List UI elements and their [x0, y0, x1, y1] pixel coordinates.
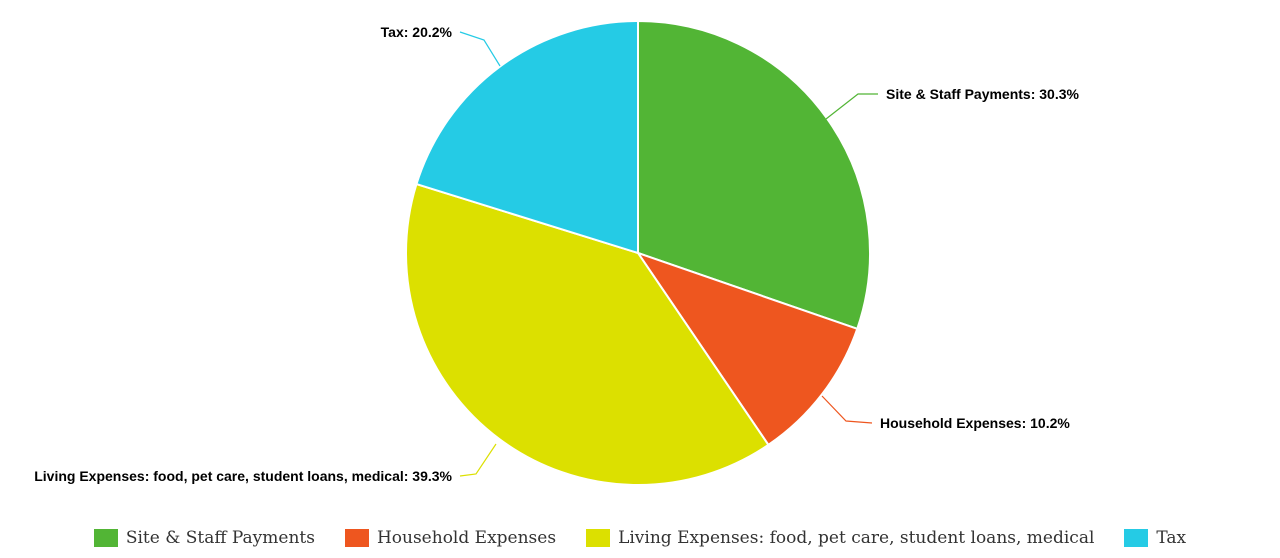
legend-item[interactable]: Household Expenses	[344, 528, 557, 548]
legend-swatch	[344, 529, 369, 547]
legend-item[interactable]: Living Expenses: food, pet care, student…	[586, 528, 1094, 548]
legend-label: Tax	[1156, 528, 1187, 548]
data-label: Household Expenses: 10.2%	[880, 415, 1070, 431]
legend-item[interactable]: Tax	[1124, 528, 1186, 548]
legend-label: Site & Staff Payments	[125, 528, 315, 548]
label-connector	[459, 31, 501, 67]
legend-label: Living Expenses: food, pet care, student…	[618, 528, 1095, 548]
label-connector	[821, 395, 873, 424]
chart-legend: Site & Staff Payments Household Expenses L…	[0, 523, 1280, 553]
data-labels: Site & Staff Payments: 30.3% Household Ex…	[34, 24, 1079, 484]
data-label: Tax: 20.2%	[381, 24, 453, 40]
pie-slice-tax[interactable]	[415, 19, 639, 255]
pie-chart: Site & Staff Payments: 30.3% Household Ex…	[34, 19, 1080, 486]
label-connector	[825, 93, 878, 120]
legend-swatch	[93, 529, 118, 547]
pie-slice-household-expenses[interactable]	[635, 251, 859, 447]
pie-slices	[405, 19, 871, 486]
pie-slice-living-expenses-food-pet-care-student-loans-medical[interactable]	[405, 182, 770, 486]
data-label: Living Expenses: food, pet care, student…	[34, 468, 452, 484]
legend-item[interactable]: Site & Staff Payments	[93, 528, 315, 548]
legend-swatch	[586, 529, 611, 547]
data-label: Site & Staff Payments: 30.3%	[886, 86, 1080, 102]
legend-swatch	[1124, 529, 1149, 547]
legend-label: Household Expenses	[376, 528, 557, 548]
label-connector	[459, 443, 497, 477]
label-connectors	[459, 31, 878, 477]
